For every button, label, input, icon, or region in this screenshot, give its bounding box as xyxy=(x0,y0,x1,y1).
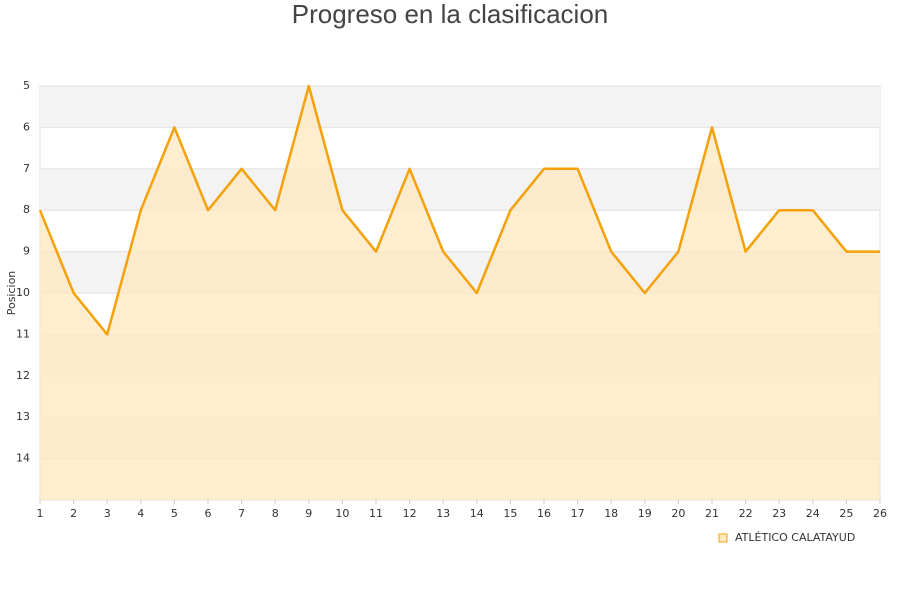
x-tick-label: 3 xyxy=(104,507,111,520)
x-tick-label: 8 xyxy=(272,507,279,520)
x-tick-label: 26 xyxy=(873,507,887,520)
y-tick-label: 11 xyxy=(16,327,30,340)
y-tick-label: 9 xyxy=(23,245,30,258)
legend-marker xyxy=(718,533,728,543)
x-tick-label: 23 xyxy=(772,507,786,520)
legend-label: ATLÉTICO CALATAYUD xyxy=(735,531,855,544)
x-tick-label: 15 xyxy=(503,507,517,520)
chart-title: Progreso en la clasificacion xyxy=(292,0,609,29)
y-tick-label: 5 xyxy=(23,79,30,92)
x-tick-label: 11 xyxy=(369,507,383,520)
x-tick-label: 20 xyxy=(671,507,685,520)
x-tick-label: 10 xyxy=(335,507,349,520)
x-tick-label: 4 xyxy=(137,507,144,520)
x-tick-label: 12 xyxy=(403,507,417,520)
x-tick-label: 7 xyxy=(238,507,245,520)
y-tick-label: 7 xyxy=(23,162,30,175)
grid-band xyxy=(40,86,880,128)
x-tick-label: 14 xyxy=(470,507,484,520)
x-tick-label: 25 xyxy=(839,507,853,520)
y-tick-label: 13 xyxy=(16,410,30,423)
x-tick-label: 1 xyxy=(37,507,44,520)
y-tick-label: 14 xyxy=(16,452,30,465)
x-tick-label: 19 xyxy=(638,507,652,520)
area-fill xyxy=(40,86,880,500)
x-tick-label: 9 xyxy=(305,507,312,520)
x-tick-label: 21 xyxy=(705,507,719,520)
x-tick-label: 18 xyxy=(604,507,618,520)
x-tick-label: 2 xyxy=(70,507,77,520)
x-tick-label: 6 xyxy=(205,507,212,520)
y-tick-label: 6 xyxy=(23,120,30,133)
x-tick-label: 17 xyxy=(571,507,585,520)
line xyxy=(38,84,880,336)
x-tick-label: 5 xyxy=(171,507,178,520)
x-tick-label: 13 xyxy=(436,507,450,520)
y-tick-label: 10 xyxy=(16,286,30,299)
y-tick-label: 8 xyxy=(23,203,30,216)
x-tick-label: 22 xyxy=(739,507,753,520)
y-tick-label: 12 xyxy=(16,369,30,382)
y-axis-label: Posicion xyxy=(5,271,18,316)
x-tick-label: 16 xyxy=(537,507,551,520)
x-tick-label: 24 xyxy=(806,507,820,520)
